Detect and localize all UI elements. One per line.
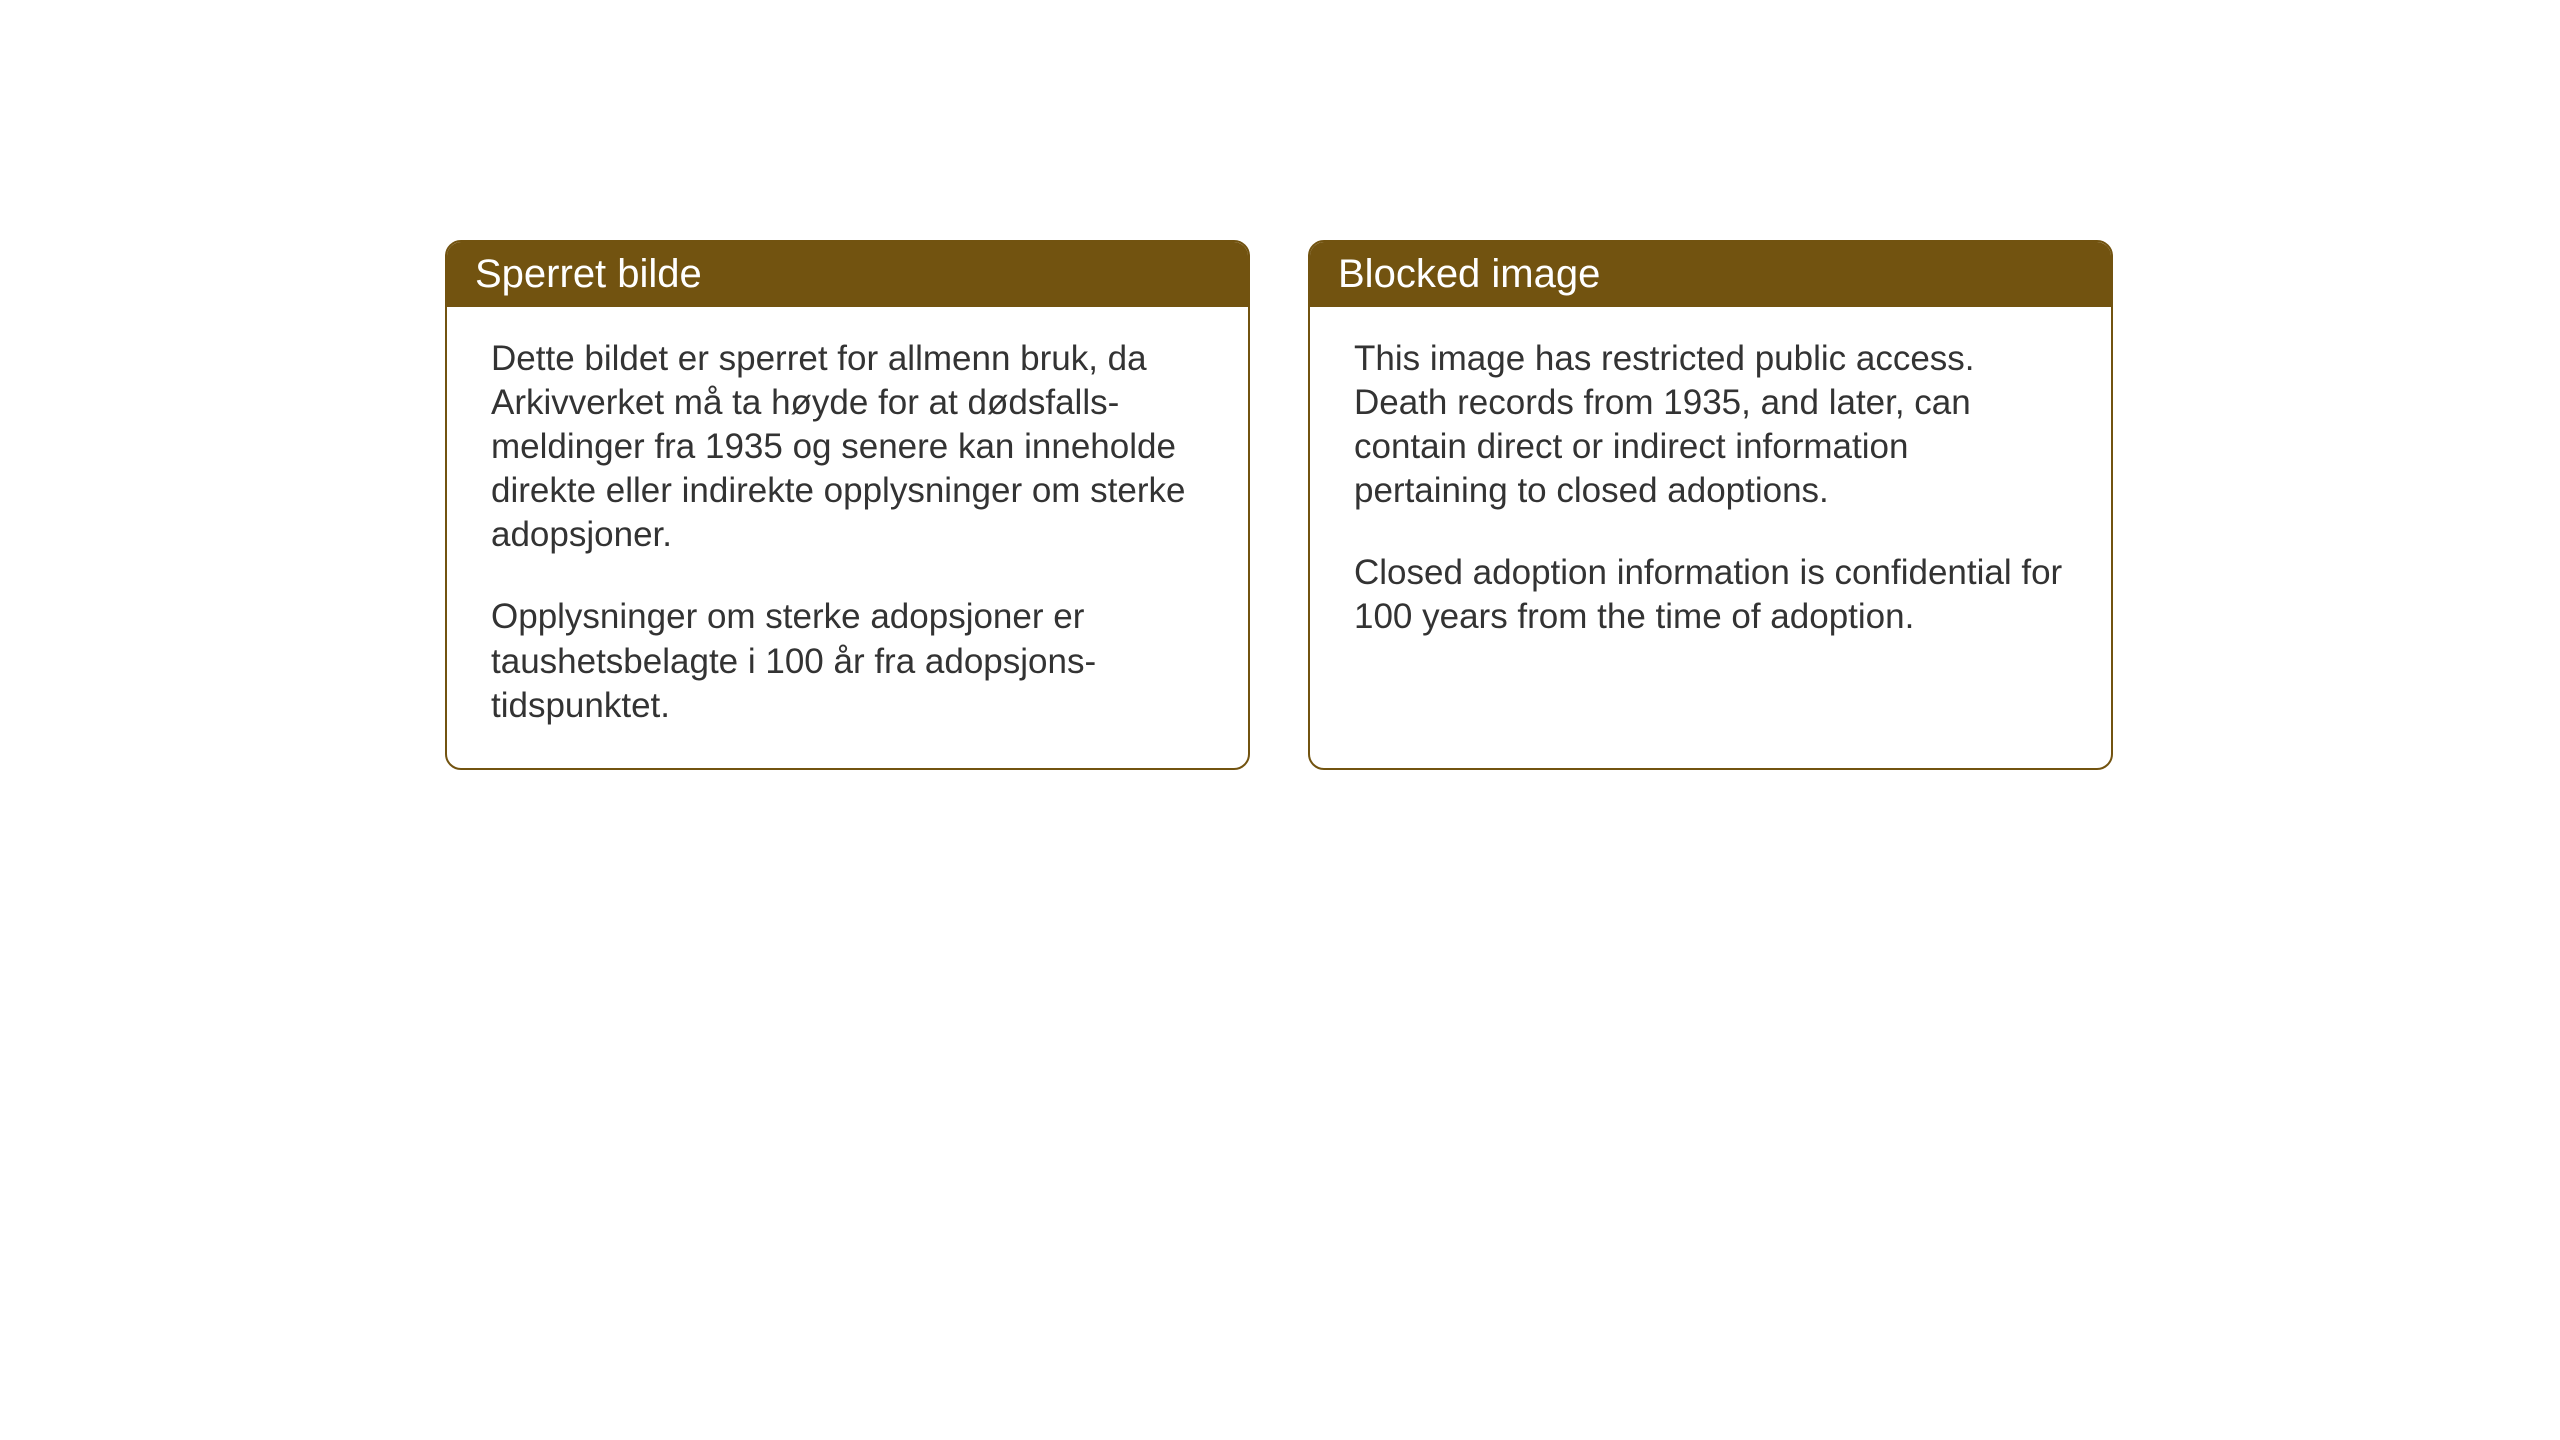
card-paragraph-1-english: This image has restricted public access.… — [1354, 337, 2067, 513]
card-title-norwegian: Sperret bilde — [475, 252, 702, 296]
card-english: Blocked image This image has restricted … — [1308, 240, 2113, 770]
card-header-english: Blocked image — [1310, 242, 2111, 307]
card-body-english: This image has restricted public access.… — [1310, 307, 2111, 727]
card-paragraph-2-english: Closed adoption information is confident… — [1354, 551, 2067, 639]
card-norwegian: Sperret bilde Dette bildet er sperret fo… — [445, 240, 1250, 770]
card-title-english: Blocked image — [1338, 252, 1600, 296]
cards-container: Sperret bilde Dette bildet er sperret fo… — [445, 240, 2113, 770]
card-header-norwegian: Sperret bilde — [447, 242, 1248, 307]
card-body-norwegian: Dette bildet er sperret for allmenn bruk… — [447, 307, 1248, 768]
card-paragraph-2-norwegian: Opplysninger om sterke adopsjoner er tau… — [491, 595, 1204, 727]
card-paragraph-1-norwegian: Dette bildet er sperret for allmenn bruk… — [491, 337, 1204, 557]
